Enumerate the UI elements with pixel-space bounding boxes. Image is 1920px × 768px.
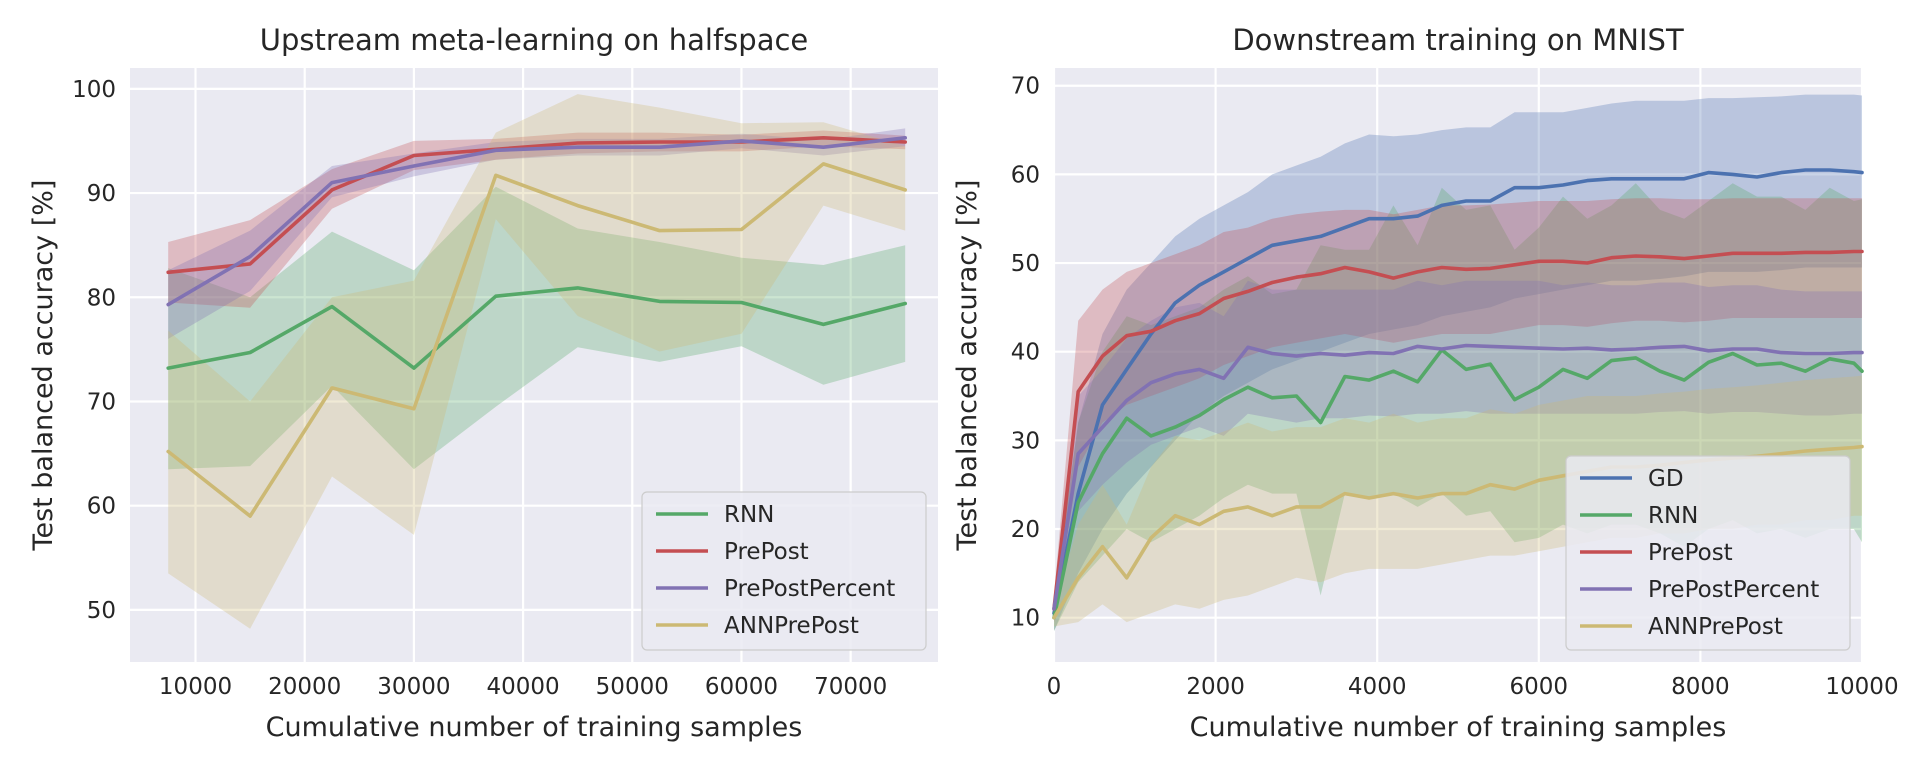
x-tick-label: 20000: [268, 674, 341, 700]
band-annprepost: [168, 94, 906, 629]
legend-label-rnn: RNN: [724, 502, 774, 528]
legend: RNN PrePost PrePostPercent ANNPrePost: [641, 491, 927, 651]
y-tick-label: 80: [87, 285, 116, 311]
x-tick-label: 40000: [486, 674, 559, 700]
legend-label-gd: GD: [1648, 466, 1684, 492]
chart-title: Upstream meta-learning on halfspace: [260, 23, 809, 57]
y-tick-label: 50: [1011, 251, 1040, 277]
x-tick-label: 10000: [159, 674, 232, 700]
y-axis-label: Test balanced accuracy [%]: [952, 180, 983, 552]
band-rnn: [168, 186, 906, 470]
line-prepost: [166, 136, 908, 275]
legend-box: [1565, 455, 1851, 651]
y-tick-label: 70: [1011, 74, 1040, 100]
y-tick-label: 90: [87, 181, 116, 207]
line-annprepost: [166, 162, 908, 518]
x-tick-label: 2000: [1186, 674, 1245, 700]
y-tick-label: 30: [1011, 428, 1040, 454]
line-prepostpercent: [1052, 343, 1864, 611]
x-tick-label: 50000: [596, 674, 669, 700]
line-rnn: [1052, 348, 1864, 620]
y-tick-label: 40: [1011, 340, 1040, 366]
legend-label-prepostpercent: PrePostPercent: [1648, 577, 1819, 603]
legend-label-prepostpercent: PrePostPercent: [724, 576, 895, 602]
x-axis-label: Cumulative number of training samples: [266, 712, 803, 743]
band-annprepost: [1054, 375, 1862, 627]
line-gd: [1052, 168, 1864, 616]
y-tick-label: 50: [87, 598, 116, 624]
legend-box: [641, 491, 927, 651]
chart-title: Downstream training on MNIST: [1232, 23, 1684, 57]
x-tick-label: 60000: [705, 674, 778, 700]
legend: GD RNN PrePost PrePostPercent ANNPrePost: [1565, 455, 1851, 651]
band-prepostpercent: [1054, 280, 1862, 623]
line-prepost: [1052, 249, 1864, 611]
line-prepostpercent: [166, 136, 908, 307]
band-gd: [1054, 94, 1862, 632]
y-tick-label: 60: [87, 494, 116, 520]
x-tick-label: 8000: [1671, 674, 1730, 700]
y-axis-label: Test balanced accuracy [%]: [28, 180, 59, 552]
legend-label-annprepost: ANNPrePost: [1648, 614, 1783, 640]
x-tick-label: 4000: [1348, 674, 1407, 700]
y-tick-label: 20: [1011, 517, 1040, 543]
legend-label-prepost: PrePost: [1648, 540, 1733, 566]
legend-label-annprepost: ANNPrePost: [724, 613, 859, 639]
x-tick-label: 70000: [814, 674, 887, 700]
y-tick-label: 70: [87, 389, 116, 415]
x-tick-label: 30000: [377, 674, 450, 700]
legend-label-rnn: RNN: [1648, 503, 1698, 529]
legend-label-prepost: PrePost: [724, 539, 809, 565]
y-tick-label: 60: [1011, 162, 1040, 188]
band-prepost: [1054, 198, 1862, 623]
x-tick-label: 6000: [1510, 674, 1569, 700]
line-rnn: [166, 286, 908, 370]
y-tick-label: 100: [72, 77, 116, 103]
x-tick-label: 0: [1047, 674, 1062, 700]
y-tick-label: 10: [1011, 606, 1040, 632]
chart-upstream: 10000 20000 30000 40000 50000 60000 70000 50 60 7…: [28, 23, 938, 743]
x-axis-label: Cumulative number of training samples: [1190, 712, 1727, 743]
chart-downstream: 0 2000 4000 6000 8000 10000 10 20 30 40 50 60 70 Down…: [952, 23, 1899, 743]
band-prepost: [168, 130, 906, 308]
x-tick-label: 10000: [1825, 674, 1898, 700]
